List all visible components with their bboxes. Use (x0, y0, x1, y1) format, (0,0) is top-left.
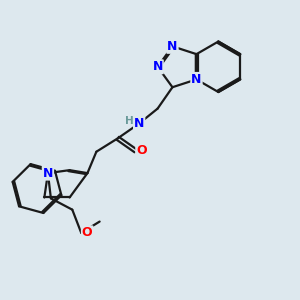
Text: O: O (136, 144, 147, 157)
Text: O: O (82, 226, 92, 239)
Text: N: N (191, 73, 202, 86)
Text: N: N (134, 117, 144, 130)
Text: H: H (125, 116, 134, 126)
Text: N: N (167, 40, 178, 53)
Text: N: N (152, 60, 163, 73)
Text: N: N (43, 167, 53, 180)
